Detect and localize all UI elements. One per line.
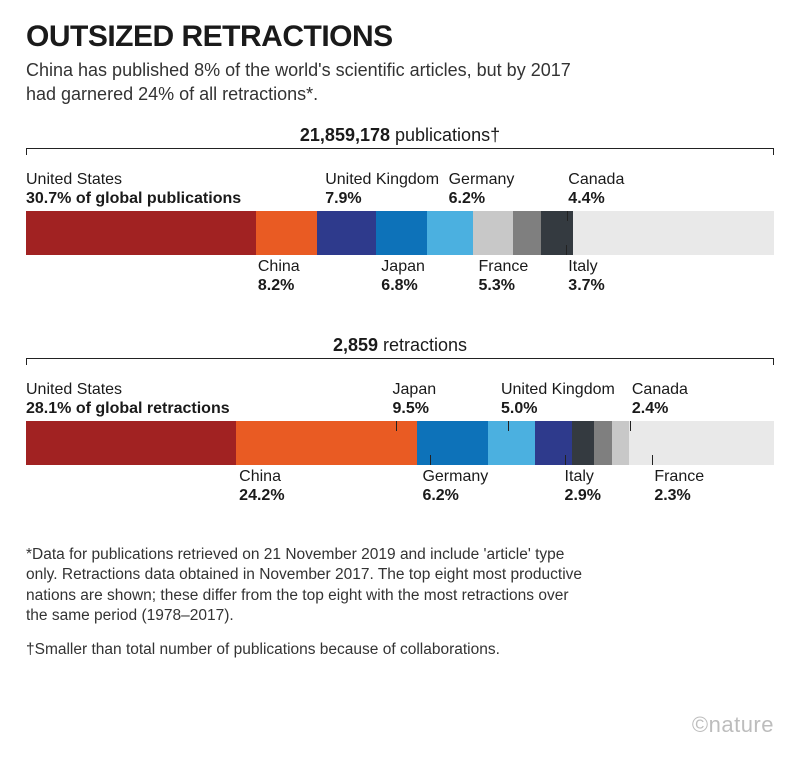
retractions-label-italy-name: Italy <box>565 467 601 486</box>
publications-label-japan: Japan6.8% <box>381 257 425 295</box>
retractions-label-china-name: China <box>239 467 284 486</box>
publications-label-france: France5.3% <box>479 257 529 295</box>
retractions-label-germany: Germany6.2% <box>422 467 488 505</box>
retractions-seg-japan <box>417 421 488 465</box>
publications-label-france-value: 5.3% <box>479 276 529 295</box>
publications-label-france-name: France <box>479 257 529 276</box>
publications-seg-italy <box>513 211 541 255</box>
publications-label-united_states-name: United States <box>26 170 241 189</box>
publications-chart: 21,859,178 publications† United States30… <box>26 125 774 309</box>
retractions-tick-canada <box>630 421 631 431</box>
retractions-seg-other <box>629 421 774 465</box>
publications-label-germany: Germany6.2% <box>449 170 515 208</box>
publications-seg-germany <box>427 211 473 255</box>
retractions-label-japan-name: Japan <box>393 380 437 399</box>
retractions-tick-france <box>652 455 653 465</box>
retractions-seg-united_states <box>26 421 236 465</box>
retractions-label-united_states-name: United States <box>26 380 230 399</box>
publications-bracket <box>26 148 774 155</box>
retractions-seg-uk <box>535 421 572 465</box>
publications-label-japan-name: Japan <box>381 257 425 276</box>
nature-watermark: ©nature <box>692 712 774 738</box>
retractions-label-france: France2.3% <box>654 467 704 505</box>
publications-seg-china <box>256 211 317 255</box>
publications-label-italy: Italy3.7% <box>568 257 604 295</box>
retractions-label-china-value: 24.2% <box>239 486 284 505</box>
publications-labels-bottom: China8.2% Japan6.8% France5.3% Italy3.7% <box>26 257 774 309</box>
retractions-count: 2,859 <box>333 335 378 355</box>
publications-label-united_states-value: 30.7% of global publications <box>26 189 241 208</box>
retractions-label-canada-name: Canada <box>632 380 688 399</box>
publications-seg-france <box>473 211 513 255</box>
retractions-tick-germany <box>430 455 431 465</box>
retractions-chart: 2,859 retractions United States28.1% of … <box>26 335 774 519</box>
publications-label-canada-name: Canada <box>568 170 624 189</box>
publications-label-uk-name: United Kingdom <box>325 170 439 189</box>
chart-title: OUTSIZED RETRACTIONS <box>26 22 774 52</box>
publications-label-china-name: China <box>258 257 300 276</box>
retractions-tick-italy <box>565 455 566 465</box>
publications-label-uk-value: 7.9% <box>325 189 439 208</box>
publications-unit: publications† <box>395 125 500 145</box>
retractions-label-united_states-value: 28.1% of global retractions <box>26 399 230 418</box>
retractions-labels-top: United States28.1% of global retractions… <box>26 367 774 419</box>
publications-label-united_states: United States30.7% of global publication… <box>26 170 241 208</box>
retractions-bracket <box>26 358 774 365</box>
retractions-label-uk-value: 5.0% <box>501 399 615 418</box>
publications-label-italy-name: Italy <box>568 257 604 276</box>
retractions-seg-italy <box>572 421 594 465</box>
retractions-label-france-name: France <box>654 467 704 486</box>
publications-label-canada: Canada4.4% <box>568 170 624 208</box>
retractions-seg-germany <box>488 421 534 465</box>
retractions-label-canada: Canada2.4% <box>632 380 688 418</box>
publications-label-canada-value: 4.4% <box>568 189 624 208</box>
publications-tick-italy <box>566 245 567 255</box>
publications-count: 21,859,178 <box>300 125 390 145</box>
retractions-seg-china <box>236 421 417 465</box>
retractions-label-uk-name: United Kingdom <box>501 380 615 399</box>
publications-seg-united_states <box>26 211 256 255</box>
retractions-label-uk: United Kingdom5.0% <box>501 380 615 418</box>
retractions-label-japan: Japan9.5% <box>393 380 437 418</box>
retractions-header: 2,859 retractions <box>26 335 774 356</box>
retractions-label-germany-value: 6.2% <box>422 486 488 505</box>
publications-seg-japan <box>376 211 427 255</box>
retractions-label-germany-name: Germany <box>422 467 488 486</box>
retractions-tick-uk <box>508 421 509 431</box>
publications-seg-other <box>573 211 774 255</box>
publications-tick-canada <box>567 211 568 221</box>
retractions-label-china: China24.2% <box>239 467 284 505</box>
publications-label-japan-value: 6.8% <box>381 276 425 295</box>
retractions-seg-canada <box>594 421 612 465</box>
retractions-unit: retractions <box>383 335 467 355</box>
retractions-labels-bottom: China24.2% Germany6.2% Italy2.9% France2.3% <box>26 467 774 519</box>
publications-label-germany-name: Germany <box>449 170 515 189</box>
retractions-bar <box>26 421 774 465</box>
retractions-label-italy-value: 2.9% <box>565 486 601 505</box>
footnote-2: †Smaller than total number of publicatio… <box>26 640 586 660</box>
retractions-label-italy: Italy2.9% <box>565 467 601 505</box>
publications-label-china: China8.2% <box>258 257 300 295</box>
publications-label-germany-value: 6.2% <box>449 189 515 208</box>
publications-labels-top: United States30.7% of global publication… <box>26 157 774 209</box>
retractions-label-united_states: United States28.1% of global retractions <box>26 380 230 418</box>
chart-subtitle: China has published 8% of the world's sc… <box>26 58 586 107</box>
publications-seg-uk <box>317 211 376 255</box>
publications-label-china-value: 8.2% <box>258 276 300 295</box>
publications-label-italy-value: 3.7% <box>568 276 604 295</box>
retractions-label-japan-value: 9.5% <box>393 399 437 418</box>
retractions-label-canada-value: 2.4% <box>632 399 688 418</box>
retractions-seg-france <box>612 421 629 465</box>
publications-header: 21,859,178 publications† <box>26 125 774 146</box>
publications-bar <box>26 211 774 255</box>
footnote-1: *Data for publications retrieved on 21 N… <box>26 545 586 627</box>
publications-seg-canada <box>541 211 574 255</box>
retractions-tick-japan <box>396 421 397 431</box>
retractions-label-france-value: 2.3% <box>654 486 704 505</box>
publications-label-uk: United Kingdom7.9% <box>325 170 439 208</box>
